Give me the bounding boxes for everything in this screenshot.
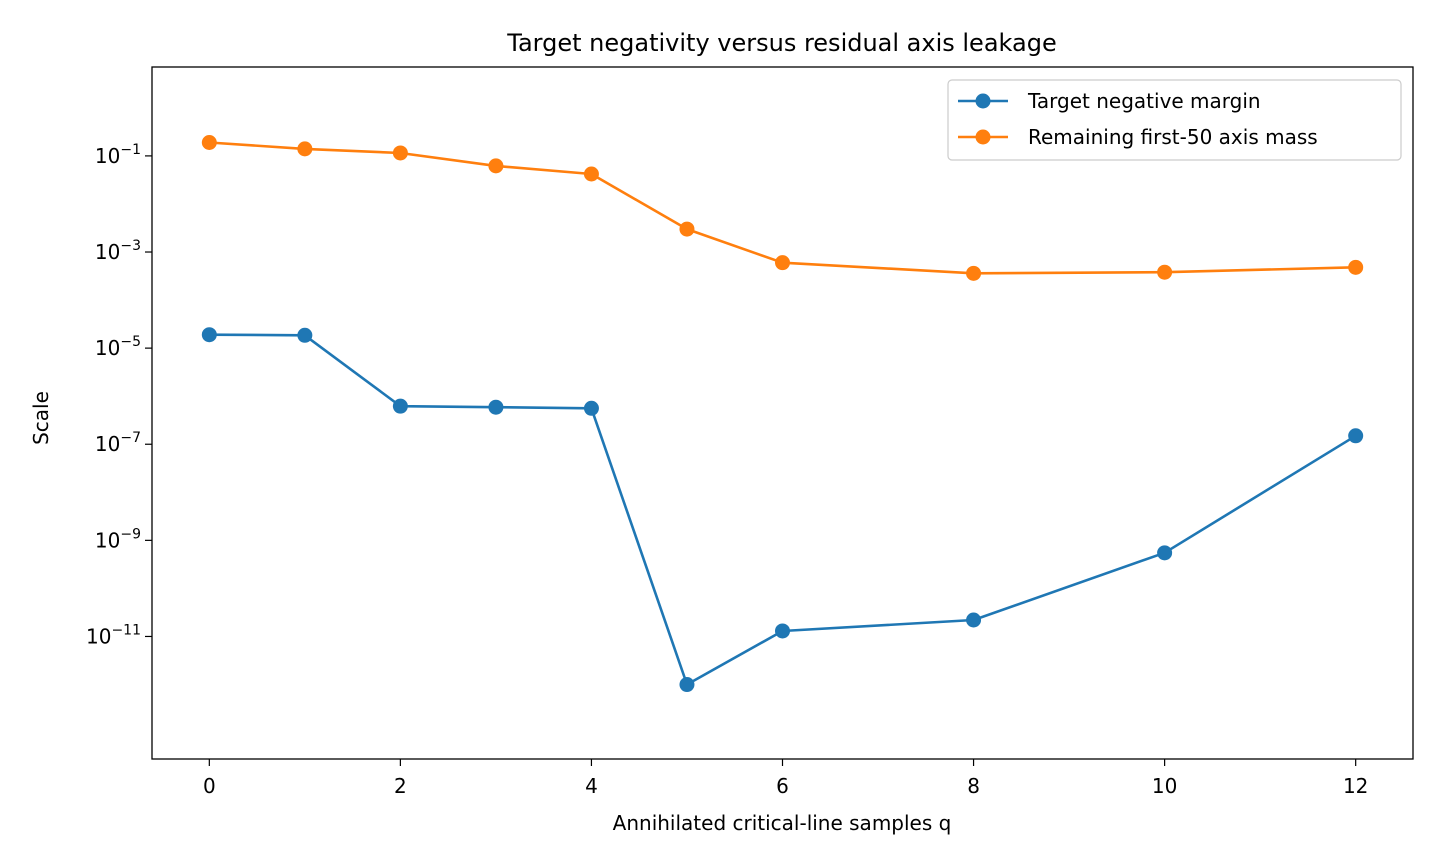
x-tick-label: 2 [394,774,407,798]
x-tick-label: 0 [203,774,216,798]
series-1-point [392,398,408,414]
series-2-point [679,221,695,237]
axis-ticks: 0 2 4 6 8 10 12 10−11 10−9 10−7 10−5 10−3 10−1 [86,142,1368,798]
y-tick-label: 10−11 [86,622,141,648]
legend-label: Target negative margin [1027,89,1261,113]
legend-box [947,79,1402,161]
series-2-point [583,166,599,182]
x-axis-label: Annihilated critical-line samples q [613,811,952,835]
series-2-point [1348,259,1364,275]
legend-swatch-marker [975,129,991,145]
x-tick-label: 12 [1343,774,1368,798]
series-2-point [297,141,313,157]
chart-title: Target negativity versus residual axis l… [506,29,1056,57]
y-tick-label: 10−7 [95,430,141,456]
y-tick-label: 10−5 [95,334,141,360]
series-2-point [966,265,982,281]
legend: Target negative margin Remaining first-50… [947,79,1402,161]
series-1-point [1157,545,1173,561]
x-tick-label: 8 [967,774,980,798]
series-1-point [297,327,313,343]
legend-label: Remaining first-50 axis mass [1028,125,1318,149]
series-1-point [966,612,982,628]
series-2-point [488,158,504,174]
plot-frame [151,66,1414,760]
series-1-point [679,677,695,693]
series-1-point [1348,428,1364,444]
y-tick-label: 10−3 [95,238,141,264]
plot-series [201,135,1364,693]
series-2-point [775,255,790,271]
series-2-point [392,145,408,161]
series-1-point [201,327,217,343]
series-1-point [775,623,790,639]
series-1-point [488,399,504,415]
x-tick-label: 4 [585,774,598,798]
x-tick-label: 6 [776,774,789,798]
y-tick-label: 10−9 [95,526,141,552]
series-2-point [201,135,217,151]
x-tick-label: 10 [1152,774,1177,798]
series-2-point [1157,264,1173,280]
series-line-2 [209,141,1356,275]
legend-swatch-marker [975,93,991,109]
series-line-1 [209,333,1357,686]
series-1-point [583,400,599,416]
y-axis-label: Scale [29,391,53,445]
y-tick-label: 10−1 [95,142,141,168]
